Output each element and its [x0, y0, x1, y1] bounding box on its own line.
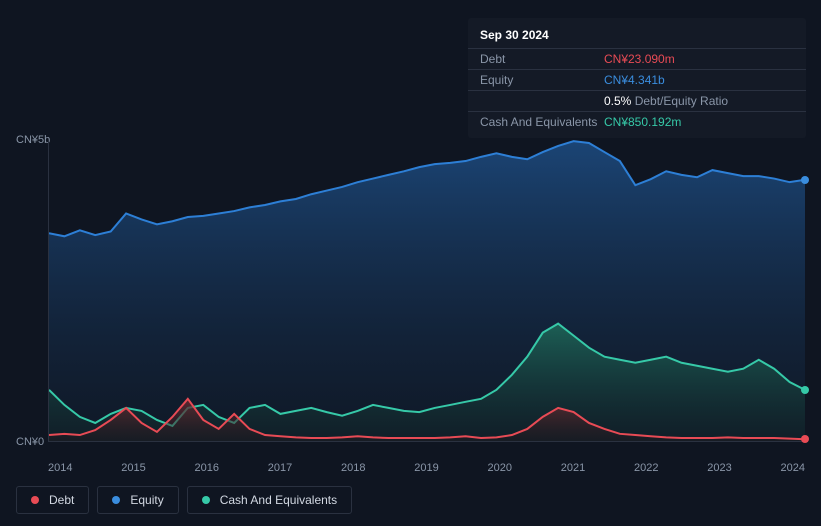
x-axis-tick: 2017: [268, 462, 292, 474]
tooltip-date: Sep 30 2024: [468, 24, 806, 48]
legend-label: Equity: [130, 493, 163, 507]
tooltip-value: CN¥4.341b: [604, 73, 665, 87]
x-axis-tick: 2018: [341, 462, 365, 474]
tooltip-label: Debt: [480, 52, 604, 66]
tooltip-label: [480, 94, 604, 108]
x-axis-tick: 2022: [634, 462, 658, 474]
chart-plot: [48, 140, 805, 442]
series-end-marker-icon: [801, 176, 809, 184]
tooltip-row: 0.5% Debt/Equity Ratio: [468, 90, 806, 111]
x-axis-tick: 2023: [707, 462, 731, 474]
x-axis-tick: 2016: [195, 462, 219, 474]
x-axis-tick: 2014: [48, 462, 72, 474]
series-end-marker-icon: [801, 435, 809, 443]
legend-item-cash-and-equivalents[interactable]: Cash And Equivalents: [187, 486, 352, 514]
series-end-marker-icon: [801, 386, 809, 394]
tooltip-subtext: Debt/Equity Ratio: [631, 94, 728, 108]
legend: Debt Equity Cash And Equivalents: [16, 486, 352, 514]
data-tooltip: Sep 30 2024 DebtCN¥23.090mEquityCN¥4.341…: [468, 18, 806, 138]
legend-dot-icon: [112, 496, 120, 504]
x-axis-ticks: 2014 2015 2016 2017 2018 2019 2020 2021 2022 2023…: [48, 462, 805, 474]
x-axis-tick: 2020: [488, 462, 512, 474]
x-axis-tick: 2019: [414, 462, 438, 474]
chart-area: CN¥5b CN¥0: [16, 128, 805, 454]
legend-item-equity[interactable]: Equity: [97, 486, 178, 514]
tooltip-value: CN¥850.192m: [604, 115, 681, 129]
legend-dot-icon: [202, 496, 210, 504]
x-axis-tick: 2024: [781, 462, 805, 474]
tooltip-row: DebtCN¥23.090m: [468, 48, 806, 69]
tooltip-value: 0.5% Debt/Equity Ratio: [604, 94, 728, 108]
legend-label: Cash And Equivalents: [220, 493, 337, 507]
y-axis-label: CN¥5b: [16, 134, 50, 146]
tooltip-label: Cash And Equivalents: [480, 115, 604, 129]
tooltip-value: CN¥23.090m: [604, 52, 675, 66]
tooltip-label: Equity: [480, 73, 604, 87]
legend-label: Debt: [49, 493, 74, 507]
tooltip-row: EquityCN¥4.341b: [468, 69, 806, 90]
legend-item-debt[interactable]: Debt: [16, 486, 89, 514]
x-axis-tick: 2015: [121, 462, 145, 474]
y-axis-label: CN¥0: [16, 436, 44, 448]
x-axis-tick: 2021: [561, 462, 585, 474]
chart-svg: [49, 140, 805, 441]
legend-dot-icon: [31, 496, 39, 504]
